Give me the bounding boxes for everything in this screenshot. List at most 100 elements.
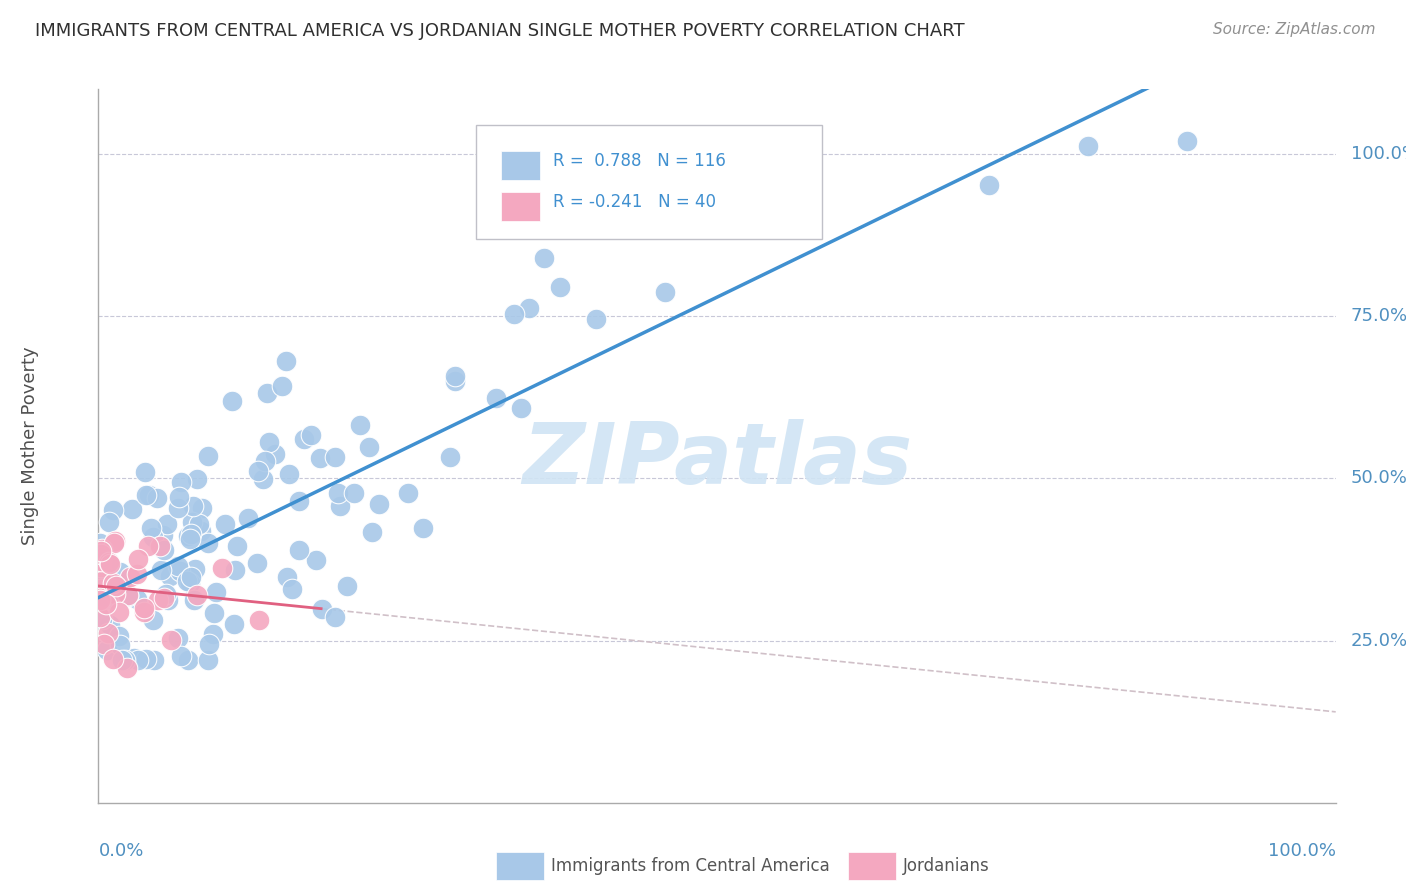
Point <box>146 593 169 607</box>
Point <box>90 550 112 565</box>
Point <box>127 552 149 566</box>
Point <box>329 499 352 513</box>
Point <box>360 525 382 540</box>
Point <box>114 653 136 667</box>
Point <box>343 485 366 500</box>
Point <box>197 637 219 651</box>
Point <box>252 472 274 486</box>
Point <box>167 559 190 574</box>
Point <box>111 653 134 667</box>
Point <box>104 587 127 601</box>
Point <box>104 534 127 549</box>
Point <box>181 515 204 529</box>
Text: Source: ZipAtlas.com: Source: ZipAtlas.com <box>1212 22 1375 37</box>
Point <box>308 451 330 466</box>
Point <box>96 597 118 611</box>
Point <box>180 526 202 541</box>
Point <box>270 379 292 393</box>
Point <box>153 591 176 606</box>
Point <box>103 652 125 666</box>
Point <box>156 592 179 607</box>
Point <box>120 569 142 583</box>
Point <box>122 650 145 665</box>
Text: IMMIGRANTS FROM CENTRAL AMERICA VS JORDANIAN SINGLE MOTHER POVERTY CORRELATION C: IMMIGRANTS FROM CENTRAL AMERICA VS JORDA… <box>35 22 965 40</box>
Point <box>278 467 301 481</box>
Point <box>117 589 139 603</box>
Point <box>550 279 572 293</box>
Point <box>517 301 540 315</box>
Point <box>444 374 467 388</box>
Point <box>197 653 219 667</box>
Point <box>117 588 139 602</box>
Point <box>93 637 115 651</box>
Point <box>186 472 208 486</box>
Point <box>183 592 205 607</box>
Point <box>135 487 157 501</box>
Point <box>412 521 434 535</box>
Point <box>134 465 156 479</box>
Point <box>202 606 225 620</box>
Point <box>149 563 172 577</box>
Point <box>180 570 202 584</box>
Point <box>247 464 270 478</box>
Point <box>224 616 246 631</box>
Point <box>89 563 111 577</box>
Point <box>202 627 225 641</box>
Point <box>153 542 176 557</box>
Point <box>89 593 111 607</box>
Point <box>97 625 120 640</box>
Point <box>166 631 188 645</box>
Point <box>299 428 322 442</box>
Point <box>336 579 359 593</box>
Point <box>115 661 138 675</box>
Point <box>89 536 111 550</box>
Text: Single Mother Poverty: Single Mother Poverty <box>21 347 39 545</box>
Point <box>247 613 270 627</box>
FancyBboxPatch shape <box>501 192 540 220</box>
Point <box>236 511 259 525</box>
Point <box>91 541 114 556</box>
Point <box>256 386 278 401</box>
Text: ZIPatlas: ZIPatlas <box>522 418 912 502</box>
Point <box>135 652 157 666</box>
Point <box>141 520 163 534</box>
Text: 100.0%: 100.0% <box>1268 842 1336 860</box>
Point <box>108 565 131 579</box>
Point <box>288 543 311 558</box>
Point <box>169 564 191 578</box>
Text: 50.0%: 50.0% <box>1351 469 1406 487</box>
Point <box>121 502 143 516</box>
Point <box>396 486 419 500</box>
Point <box>89 591 111 606</box>
Text: 75.0%: 75.0% <box>1351 307 1406 326</box>
Point <box>205 584 228 599</box>
Point <box>160 632 183 647</box>
Point <box>654 285 676 299</box>
Point <box>533 251 555 265</box>
Point <box>149 539 172 553</box>
Point <box>357 440 380 454</box>
Point <box>159 569 181 583</box>
Point <box>503 307 526 321</box>
Point <box>184 562 207 576</box>
Point <box>367 497 389 511</box>
Point <box>276 569 298 583</box>
Point <box>1077 139 1099 153</box>
Point <box>89 595 111 609</box>
Point <box>103 535 125 549</box>
Point <box>101 576 124 591</box>
Point <box>246 556 269 570</box>
Point <box>226 539 249 553</box>
Point <box>96 643 118 657</box>
Point <box>98 557 121 571</box>
Text: 0.0%: 0.0% <box>98 842 143 860</box>
Text: 25.0%: 25.0% <box>1351 632 1406 649</box>
Text: Jordanians: Jordanians <box>903 857 990 875</box>
Point <box>323 450 346 464</box>
FancyBboxPatch shape <box>475 125 823 239</box>
Point <box>214 517 236 532</box>
Point <box>288 493 311 508</box>
Point <box>90 582 112 596</box>
Text: 100.0%: 100.0% <box>1351 145 1406 163</box>
Point <box>257 435 280 450</box>
